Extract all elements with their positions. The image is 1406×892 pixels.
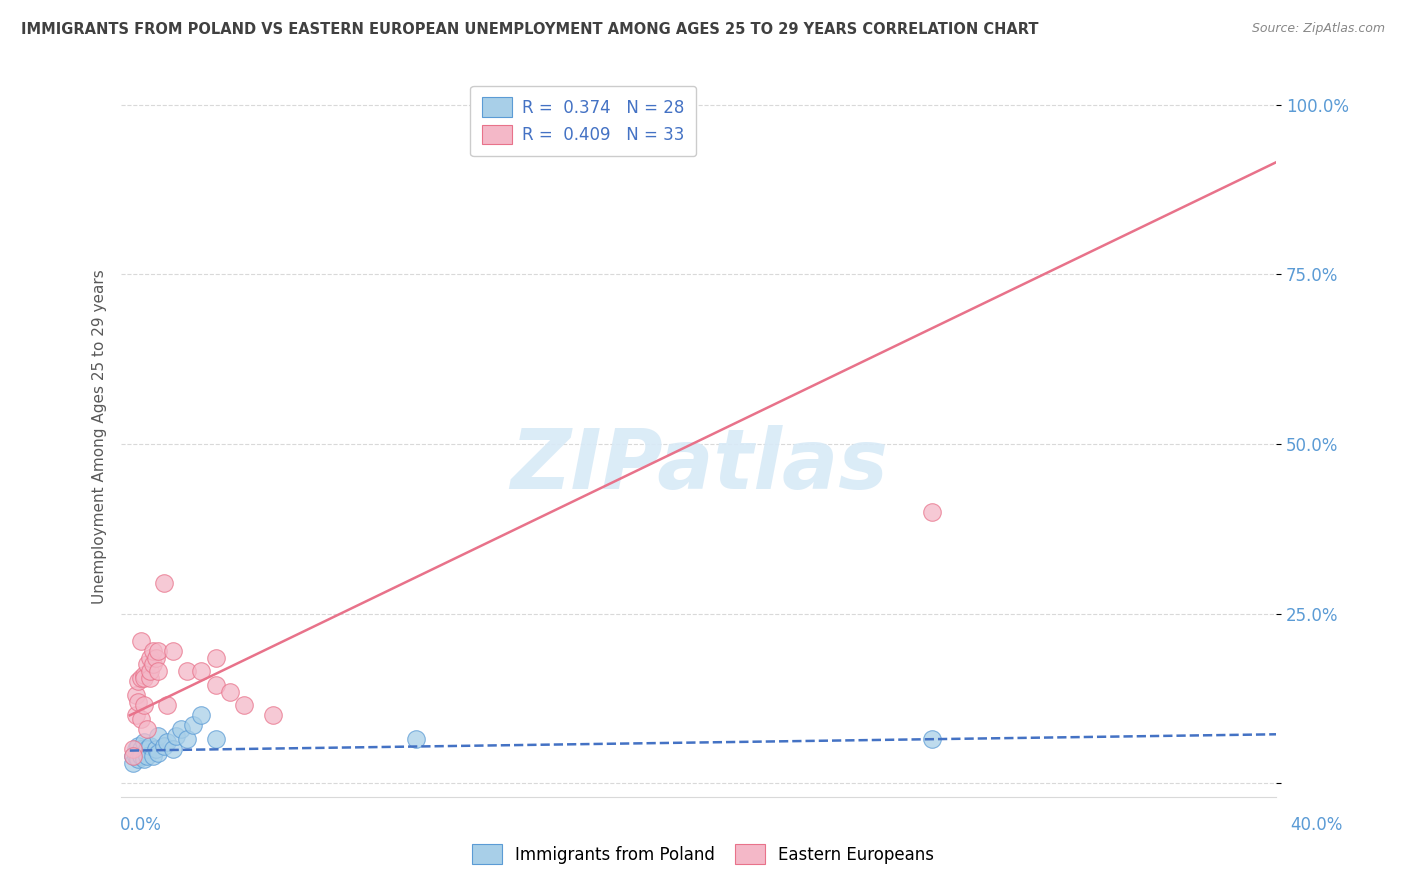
Point [121, 742, 143, 756]
Point [190, 664, 212, 678]
Point [124, 749, 146, 764]
Point [176, 732, 198, 747]
Point [176, 664, 198, 678]
Point [129, 712, 152, 726]
Point [162, 742, 184, 756]
Point [124, 688, 146, 702]
Point [170, 722, 193, 736]
Point [148, 729, 170, 743]
Y-axis label: Unemployment Among Ages 25 to 29 years: Unemployment Among Ages 25 to 29 years [93, 269, 107, 605]
Point [136, 742, 159, 756]
Point [156, 698, 179, 712]
Text: 40.0%: 40.0% [1291, 816, 1343, 834]
Point [405, 732, 427, 747]
Point [145, 742, 167, 756]
Point [121, 749, 143, 764]
Point [142, 657, 165, 672]
Point [921, 732, 943, 747]
Text: IMMIGRANTS FROM POLAND VS EASTERN EUROPEAN UNEMPLOYMENT AMONG AGES 25 TO 29 YEAR: IMMIGRANTS FROM POLAND VS EASTERN EUROPE… [21, 22, 1039, 37]
Point [142, 749, 165, 764]
Point [134, 735, 156, 749]
Point [129, 749, 152, 764]
Point [181, 718, 204, 732]
Point [127, 674, 149, 689]
Point [129, 671, 152, 685]
Point [139, 671, 162, 685]
Point [121, 749, 143, 764]
Text: Source: ZipAtlas.com: Source: ZipAtlas.com [1251, 22, 1385, 36]
Text: ZIPatlas: ZIPatlas [510, 425, 887, 507]
Point [153, 739, 176, 753]
Point [124, 708, 146, 723]
Point [148, 644, 170, 658]
Point [219, 684, 242, 698]
Point [153, 576, 176, 591]
Point [204, 732, 226, 747]
Point [162, 644, 184, 658]
Point [124, 742, 146, 756]
Point [190, 708, 212, 723]
Point [921, 505, 943, 519]
Point [134, 667, 156, 681]
Point [136, 722, 159, 736]
Point [134, 671, 156, 685]
Point [145, 650, 167, 665]
Point [142, 644, 165, 658]
Point [139, 650, 162, 665]
Text: 0.0%: 0.0% [120, 816, 162, 834]
Point [121, 756, 143, 770]
Point [165, 729, 187, 743]
Point [127, 739, 149, 753]
Point [134, 752, 156, 766]
Point [129, 633, 152, 648]
Point [204, 678, 226, 692]
Point [134, 698, 156, 712]
Point [139, 664, 162, 678]
Point [127, 695, 149, 709]
Point [262, 708, 284, 723]
Legend: Immigrants from Poland, Eastern Europeans: Immigrants from Poland, Eastern European… [465, 838, 941, 871]
Legend: R =  0.374   N = 28, R =  0.409   N = 33: R = 0.374 N = 28, R = 0.409 N = 33 [471, 86, 696, 156]
Point [148, 746, 170, 760]
Point [156, 735, 179, 749]
Point [233, 698, 256, 712]
Point [136, 657, 159, 672]
Point [127, 752, 149, 766]
Point [136, 749, 159, 764]
Point [148, 664, 170, 678]
Point [129, 742, 152, 756]
Point [204, 650, 226, 665]
Point [139, 739, 162, 753]
